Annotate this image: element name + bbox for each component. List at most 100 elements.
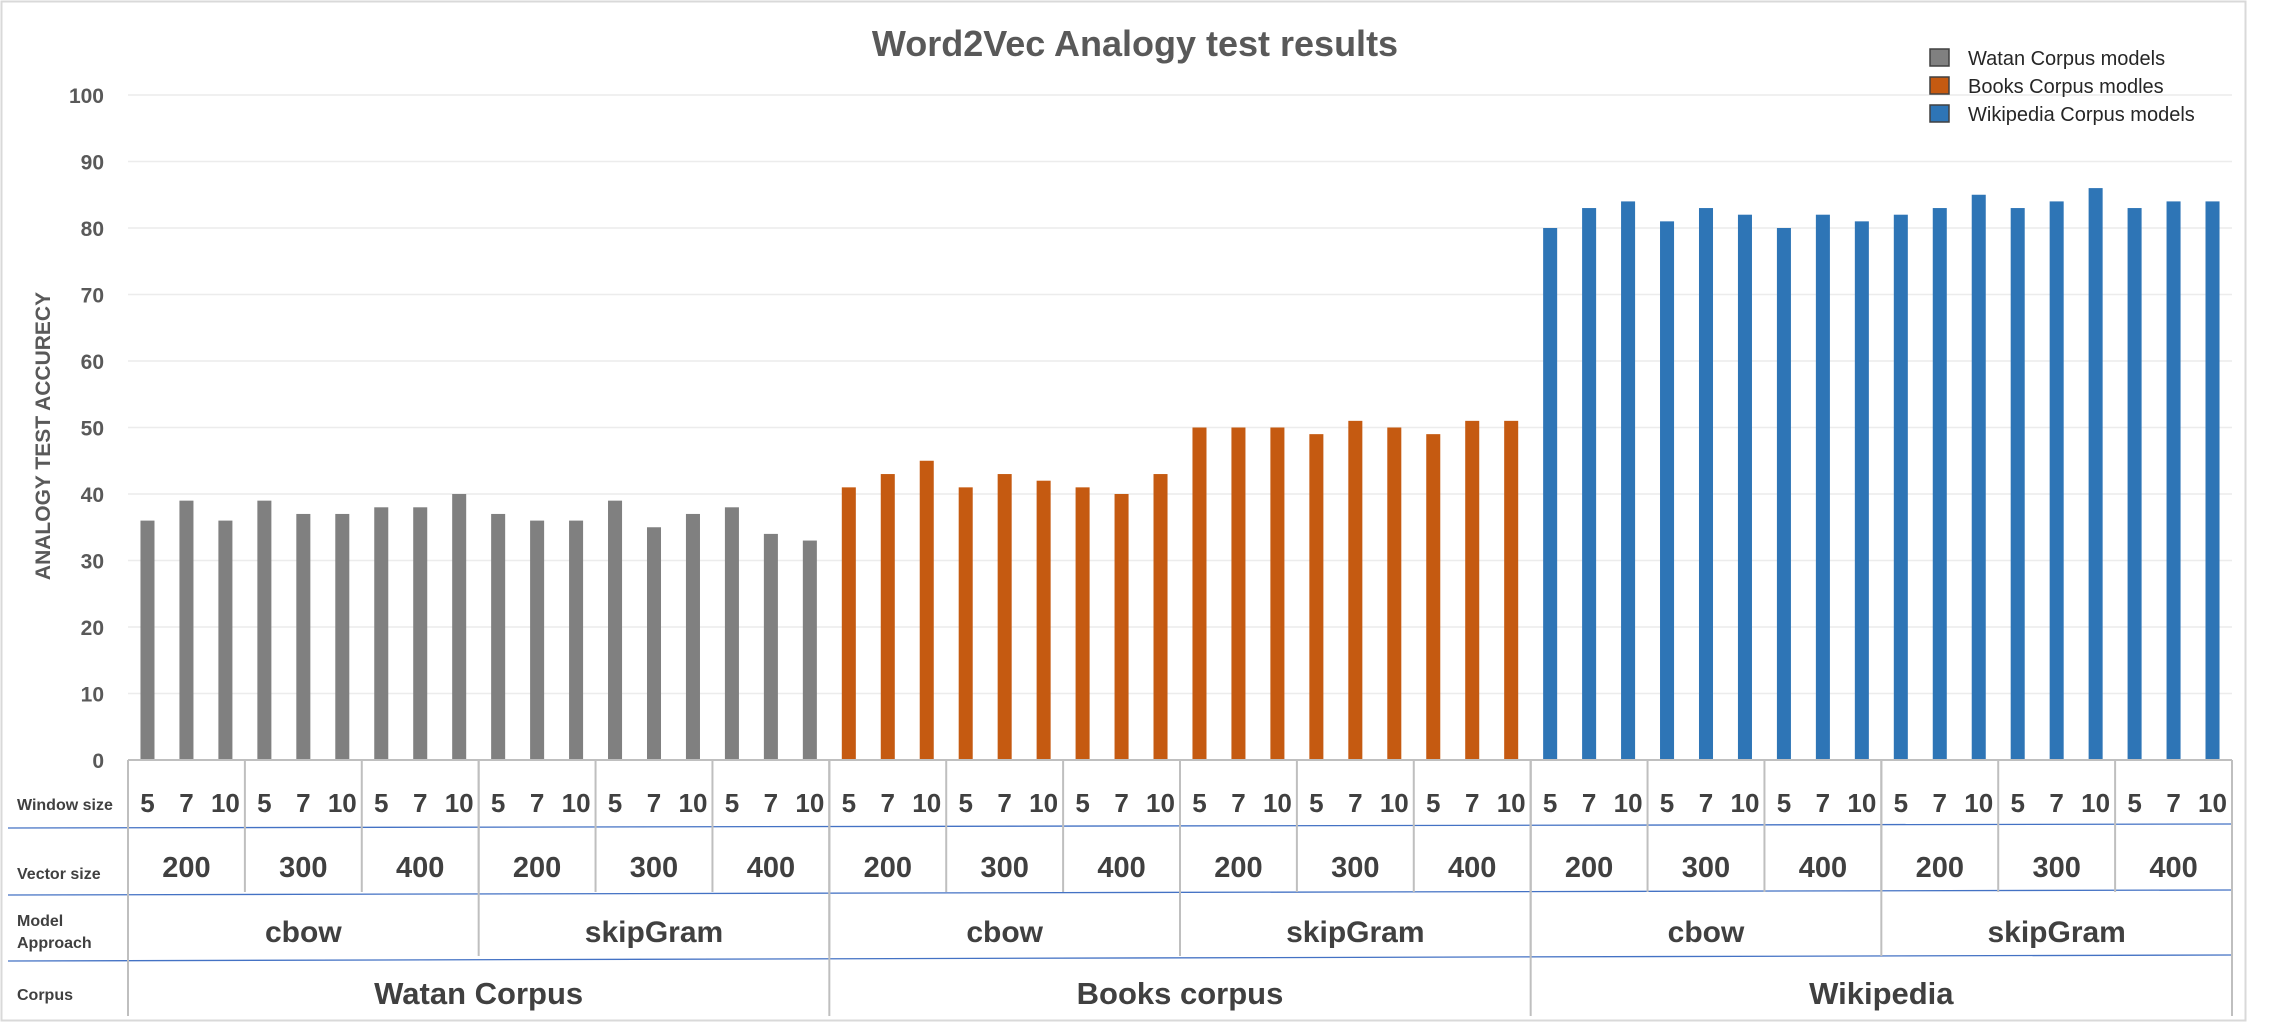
window-size-label: 5 xyxy=(1660,788,1674,818)
bar xyxy=(1153,474,1168,760)
window-size-label: 5 xyxy=(1309,788,1323,818)
bar xyxy=(335,513,350,760)
window-size-label: 5 xyxy=(1075,788,1089,818)
bar xyxy=(646,527,662,760)
window-size-label: 10 xyxy=(328,788,357,818)
vector-size-label: 200 xyxy=(1916,852,1964,884)
vector-size-label: 200 xyxy=(1214,852,1262,884)
y-tick-label: 90 xyxy=(81,152,104,175)
y-tick-label: 80 xyxy=(81,218,104,241)
vector-size-label: 200 xyxy=(513,852,561,884)
window-size-label: 5 xyxy=(1192,788,1206,818)
bar xyxy=(763,533,778,760)
window-size-label: 5 xyxy=(608,788,622,818)
bar xyxy=(1776,228,1791,760)
window-size-label: 7 xyxy=(1348,788,1362,818)
window-size-label: 7 xyxy=(530,788,544,818)
y-tick-label: 50 xyxy=(81,418,104,441)
window-size-label: 10 xyxy=(1731,788,1760,818)
bar xyxy=(1698,208,1714,761)
vector-size-label: 300 xyxy=(1331,852,1379,884)
bar xyxy=(1348,420,1363,760)
legend-swatch xyxy=(1929,104,1950,123)
y-tick-label: 20 xyxy=(81,617,104,640)
vector-size-label: 400 xyxy=(1448,852,1496,884)
bar xyxy=(1932,208,1947,761)
bar xyxy=(997,474,1012,760)
bar xyxy=(569,520,584,760)
bar xyxy=(2010,208,2025,761)
bar xyxy=(218,520,233,760)
legend-label: Wikipedia Corpus models xyxy=(1968,104,2195,126)
window-size-label: 10 xyxy=(445,788,474,818)
window-size-label: 7 xyxy=(413,788,427,818)
bar xyxy=(841,487,856,760)
window-size-label: 10 xyxy=(1497,788,1526,818)
window-size-label: 5 xyxy=(1777,788,1791,818)
window-size-label: 5 xyxy=(842,788,856,818)
window-size-label: 5 xyxy=(2010,788,2024,818)
window-size-label: 10 xyxy=(1847,788,1876,818)
y-tick-label: 70 xyxy=(81,285,104,308)
vector-size-label: 400 xyxy=(1799,852,1847,884)
bar xyxy=(1075,487,1090,760)
row-label-vector-size: Vector size xyxy=(17,866,101,883)
row-separator xyxy=(7,954,2233,962)
y-tick-label: 60 xyxy=(81,351,104,374)
bar xyxy=(2049,201,2064,760)
approach-label: skipGram xyxy=(585,916,723,949)
bar xyxy=(179,500,194,760)
legend: Watan Corpus models Books Corpus modles Wi… xyxy=(1929,48,2195,126)
window-size-label: 5 xyxy=(257,788,271,818)
bars xyxy=(140,188,2220,761)
bar xyxy=(1737,214,1752,760)
window-size-label: 7 xyxy=(1816,788,1830,818)
window-size-label: 7 xyxy=(1933,788,1947,818)
bar xyxy=(1621,201,1636,760)
approach-label: skipGram xyxy=(1987,916,2125,949)
window-size-label: 5 xyxy=(374,788,388,818)
bar xyxy=(452,494,467,760)
approach-label: cbow xyxy=(966,916,1043,949)
window-size-label: 7 xyxy=(1582,788,1596,818)
chart-title: Word2Vec Analogy test results xyxy=(872,23,1398,64)
vector-size-label: 300 xyxy=(279,852,327,884)
bar xyxy=(1387,427,1402,760)
bar xyxy=(413,507,428,760)
window-size-label: 5 xyxy=(491,788,505,818)
bar xyxy=(1543,228,1558,760)
gridlines xyxy=(128,94,2232,695)
bar xyxy=(2088,188,2103,761)
legend-label: Books Corpus modles xyxy=(1968,76,2164,98)
window-size-label: 7 xyxy=(997,788,1011,818)
vector-size-label: 300 xyxy=(630,852,678,884)
bar xyxy=(491,513,506,760)
window-size-label: 7 xyxy=(296,788,310,818)
vector-size-label: 200 xyxy=(162,852,210,884)
window-size-label: 10 xyxy=(912,788,941,818)
bar xyxy=(296,513,311,760)
window-size-label: 5 xyxy=(1426,788,1440,818)
vector-size-label: 400 xyxy=(1097,852,1145,884)
bar xyxy=(608,500,623,760)
vector-size-label: 300 xyxy=(980,852,1028,884)
bar xyxy=(2166,201,2181,760)
chart-border xyxy=(0,0,2247,1022)
approach-label: skipGram xyxy=(1286,916,1424,949)
window-size-label: 10 xyxy=(1146,788,1175,818)
vector-size-label: 200 xyxy=(864,852,912,884)
window-size-label: 10 xyxy=(1964,788,1993,818)
y-tick-label: 40 xyxy=(81,484,104,507)
approach-label: cbow xyxy=(265,916,342,949)
window-size-label: 10 xyxy=(1380,788,1409,818)
y-axis-ticks: 0 10 20 30 40 50 60 70 80 90 100 xyxy=(69,85,104,773)
y-tick-label: 0 xyxy=(92,750,104,773)
bar xyxy=(1815,214,1830,760)
legend-swatch xyxy=(1929,48,1950,67)
approach-label: cbow xyxy=(1668,916,1745,949)
window-size-label: 7 xyxy=(179,788,193,818)
window-size-label: 10 xyxy=(562,788,591,818)
row-label-window-size: Window size xyxy=(17,797,113,814)
y-tick-label: 10 xyxy=(81,684,104,707)
